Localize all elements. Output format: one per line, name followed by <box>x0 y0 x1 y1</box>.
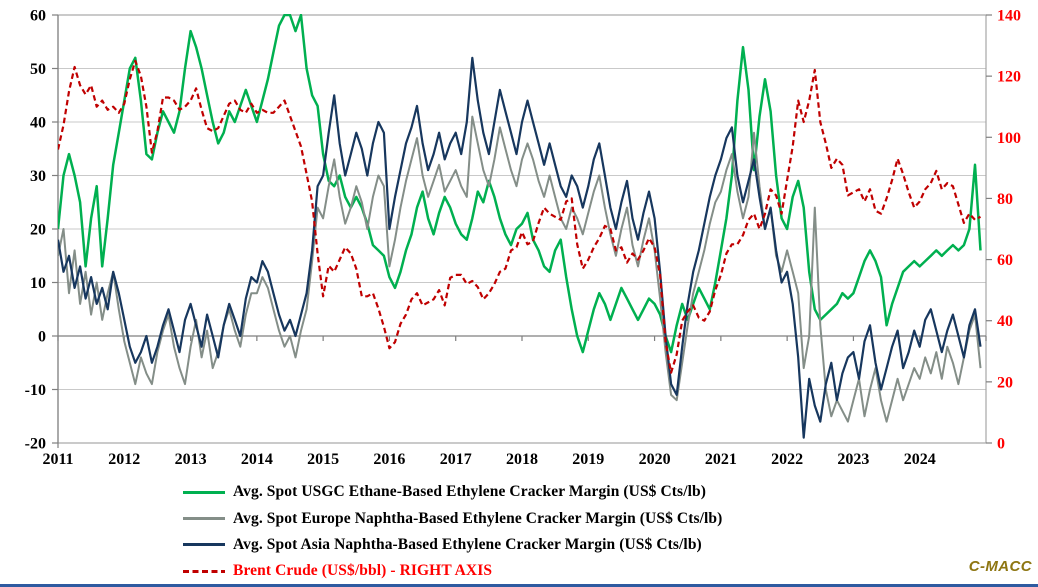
x-axis-year-label: 2022 <box>771 451 803 468</box>
x-axis-year-label: 2014 <box>241 451 273 468</box>
right-axis-label: 80 <box>997 191 1013 208</box>
legend-item-europe-naphtha: Avg. Spot Europe Naphtha-Based Ethylene … <box>183 505 722 531</box>
legend-label-brent-crude: Brent Crude (US$/bbl) - RIGHT AXIS <box>233 562 493 580</box>
series-line-europe-naphtha <box>58 115 982 423</box>
right-axis-label: 100 <box>997 130 1021 147</box>
left-axis-label: 30 <box>30 168 46 185</box>
left-axis-label: 60 <box>30 8 46 25</box>
left-axis-label: 10 <box>30 275 46 292</box>
series-line-asia-naphtha <box>58 56 982 439</box>
legend-item-brent-crude: Brent Crude (US$/bbl) - RIGHT AXIS <box>183 558 722 584</box>
legend-item-asia-naphtha: Avg. Spot Asia Naphtha-Based Ethylene Cr… <box>183 532 722 558</box>
series-line-usgc-ethane <box>58 14 982 354</box>
legend-label-usgc-ethane: Avg. Spot USGC Ethane-Based Ethylene Cra… <box>233 483 706 501</box>
series-group <box>58 14 982 439</box>
legend-marker-green-line-icon <box>183 490 225 494</box>
left-axis-label: -10 <box>25 382 46 399</box>
x-axis-year-label: 2018 <box>506 451 538 468</box>
x-axis-year-label: 2012 <box>108 451 140 468</box>
right-axis-label: 140 <box>997 8 1021 25</box>
left-axis-label: 0 <box>38 329 46 346</box>
x-axis-year-label: 2017 <box>440 451 472 468</box>
x-axis-year-label: 2019 <box>572 451 604 468</box>
x-axis-year-label: 2015 <box>307 451 339 468</box>
brand-label: C-MACC <box>968 558 1032 575</box>
legend-item-usgc-ethane: Avg. Spot USGC Ethane-Based Ethylene Cra… <box>183 479 722 505</box>
legend: Avg. Spot USGC Ethane-Based Ethylene Cra… <box>183 479 722 585</box>
x-axis-year-label: 2013 <box>175 451 207 468</box>
x-axis-year-label: 2020 <box>639 451 671 468</box>
series-line-brent <box>58 59 982 374</box>
right-axis-label: 40 <box>997 313 1013 330</box>
right-axis-label: 120 <box>997 69 1021 86</box>
x-axis-year-label: 2023 <box>837 451 869 468</box>
left-axis-label: 40 <box>30 115 46 132</box>
x-axis-year-label: 2016 <box>373 451 405 468</box>
legend-marker-navy-line-icon <box>183 543 225 547</box>
left-axis-label: -20 <box>25 436 46 453</box>
x-axis-year-label: 2021 <box>705 451 737 468</box>
x-axis-year-label: 2024 <box>904 451 936 468</box>
x-axis-year-label: 2011 <box>42 451 73 468</box>
legend-label-europe-naphtha: Avg. Spot Europe Naphtha-Based Ethylene … <box>233 509 723 527</box>
right-axis-label: 0 <box>997 436 1005 453</box>
left-axis-label: 20 <box>30 222 46 239</box>
legend-marker-gray-line-icon <box>183 517 225 521</box>
right-axis-label: 20 <box>997 374 1013 391</box>
legend-label-asia-naphtha: Avg. Spot Asia Naphtha-Based Ethylene Cr… <box>233 535 702 553</box>
right-axis-label: 60 <box>997 252 1013 269</box>
legend-marker-red-dashed-line-icon <box>183 569 225 573</box>
bottom-accent-bar <box>0 584 1038 587</box>
left-axis-label: 50 <box>30 61 46 78</box>
